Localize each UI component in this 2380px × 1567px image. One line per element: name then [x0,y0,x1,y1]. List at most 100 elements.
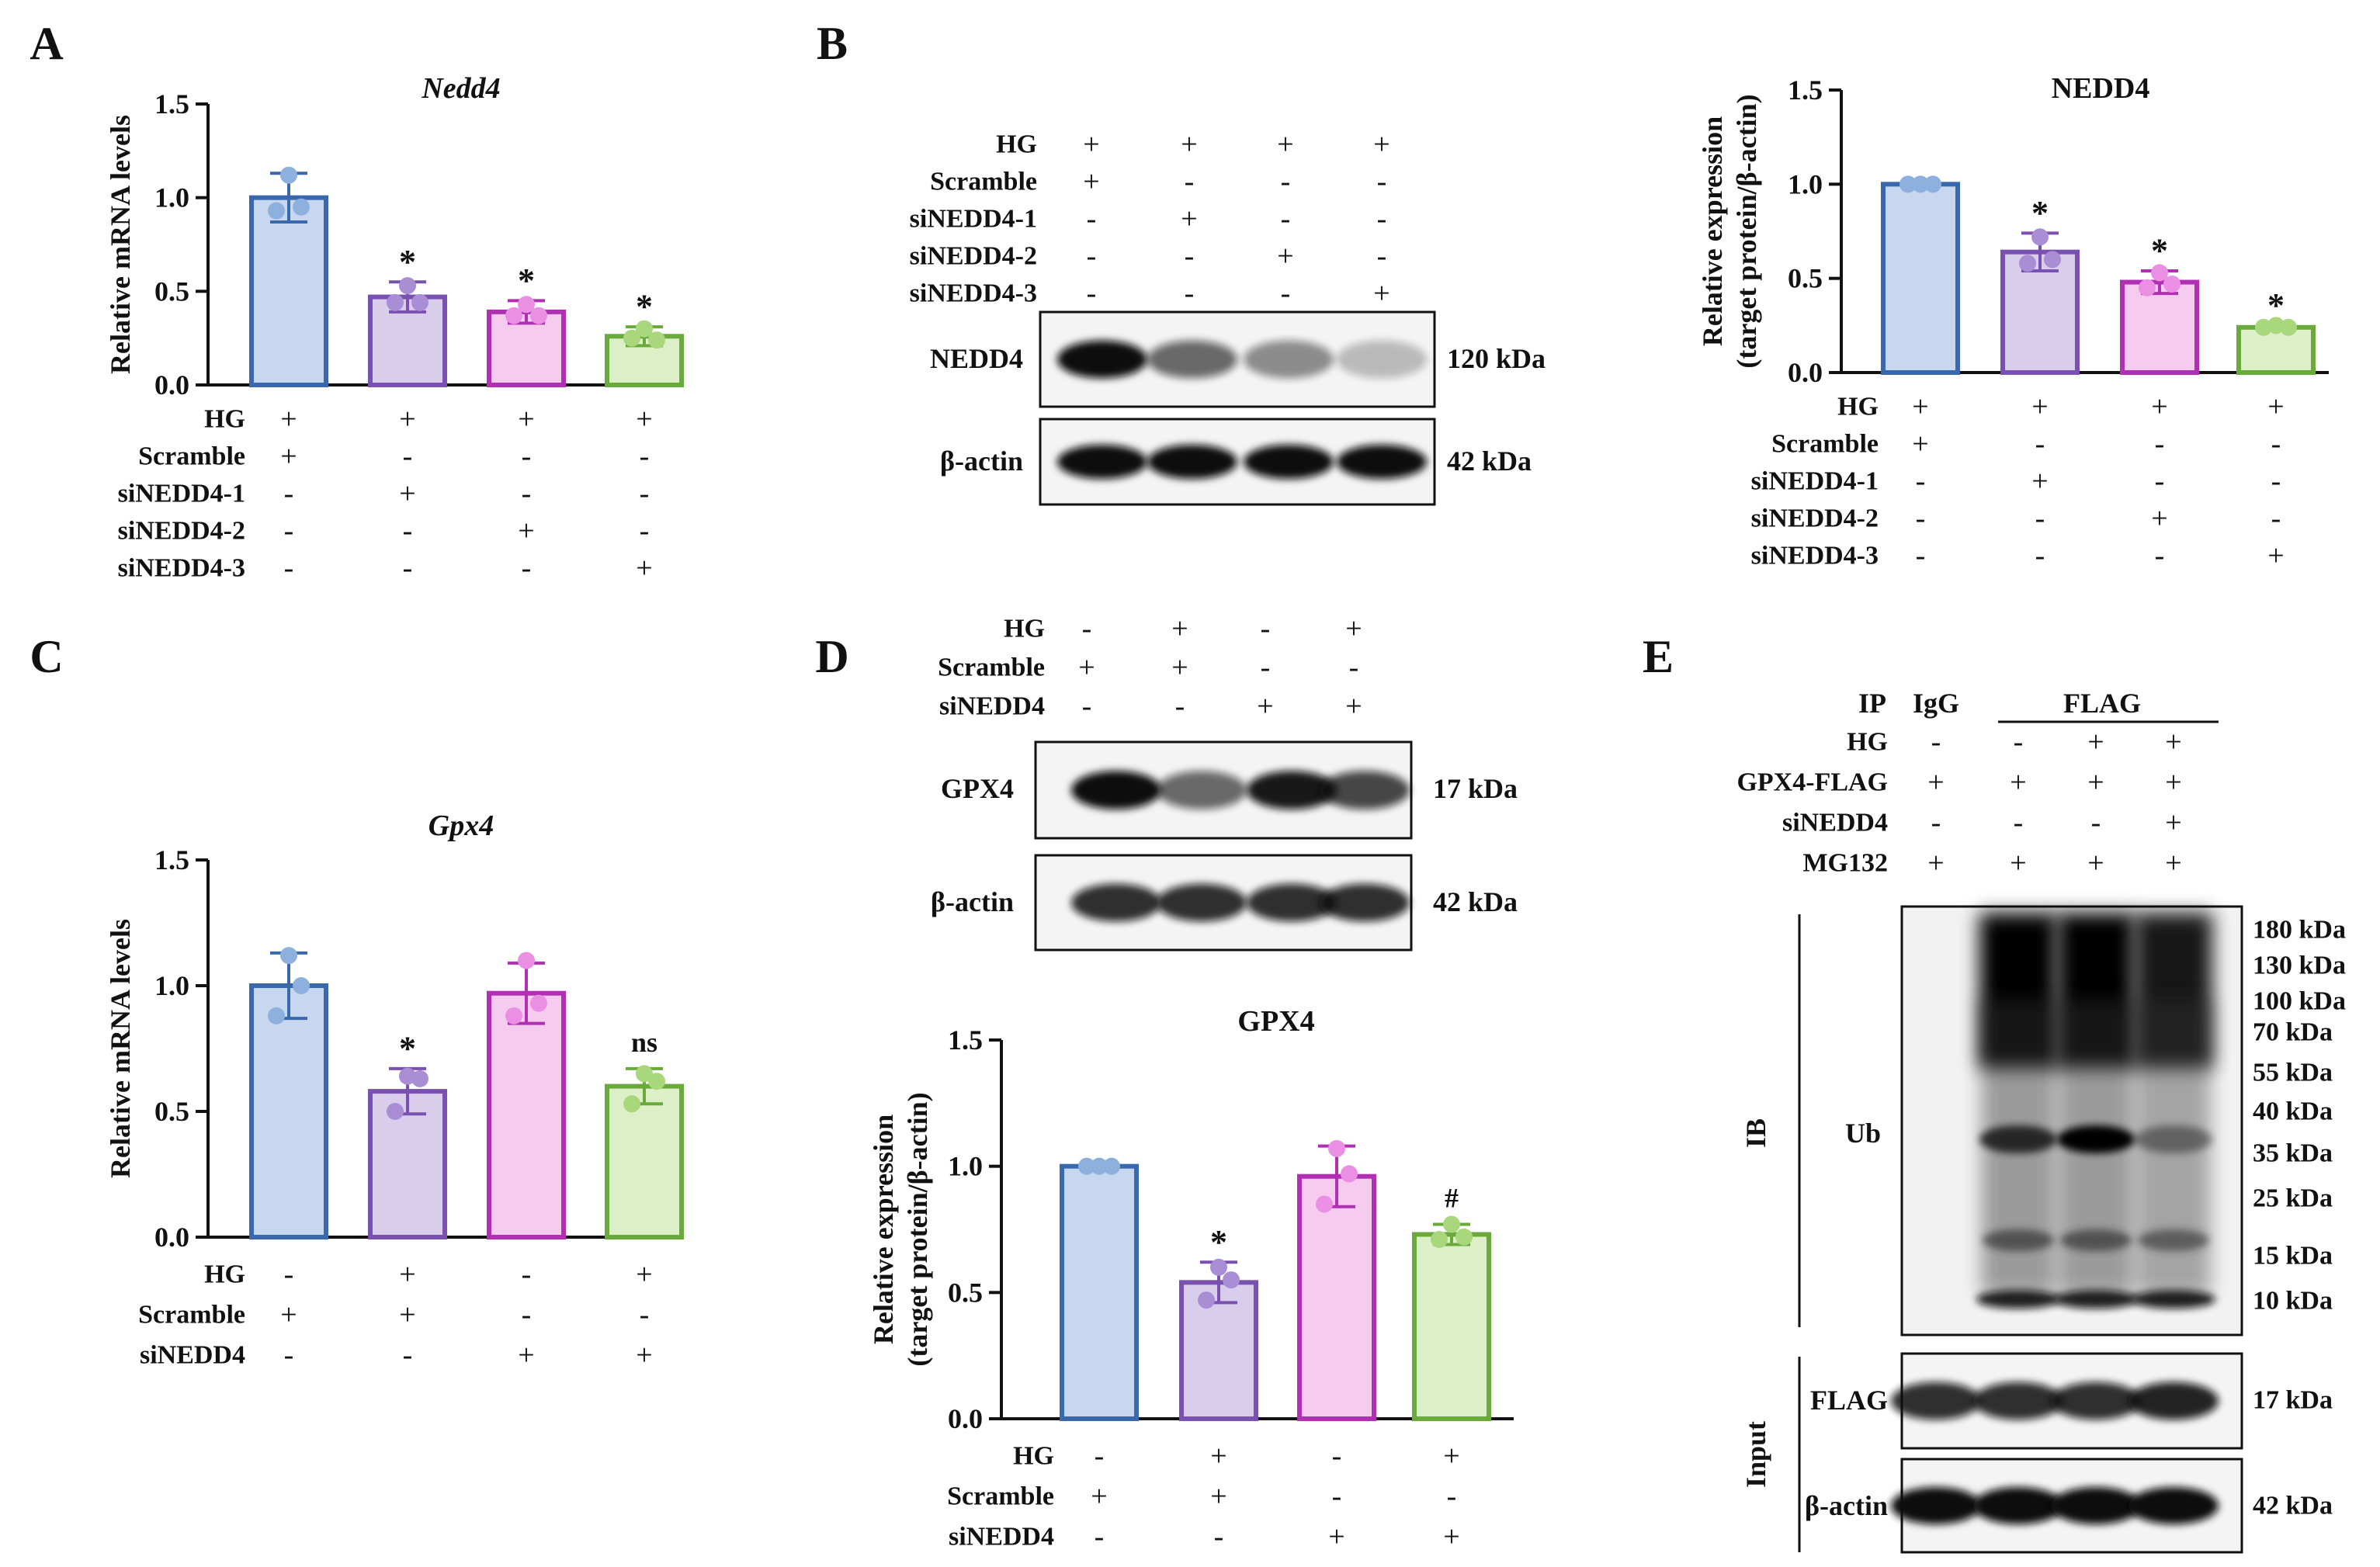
condition-sign: + [1210,1480,1226,1513]
bar [249,195,328,387]
y-tick-label: 1.5 [154,88,189,120]
condition-sign: + [399,403,415,435]
condition-sign: + [1443,1520,1459,1553]
condition-label-d_chart: siNEDD4 [949,1523,1054,1551]
significance-label: * [399,1029,416,1067]
condition-sign: - [403,440,413,473]
data-point [1210,1258,1227,1276]
condition-sign: + [1257,690,1273,723]
data-point [648,331,665,349]
significance-label: * [399,243,416,281]
ub-band-15 [1983,1229,2054,1251]
condition-sign: - [1185,240,1195,272]
condition-sign: + [280,440,297,473]
condition-sign: - [1377,165,1387,198]
condition-sign: - [1281,165,1291,198]
condition-label-b_chart: siNEDD4-1 [1751,467,1879,496]
data-point [2044,251,2061,269]
ub-band-35 [2135,1125,2212,1153]
data-point [2255,318,2272,336]
condition-sign: - [1916,539,1926,572]
data-point [648,1073,665,1090]
blot-band [1244,445,1334,479]
y-axis-label: Relative mRNA levels [105,919,136,1178]
condition-sign: + [1277,128,1293,161]
condition-label-e: siNEDD4 [1782,809,1888,837]
condition-label-a: siNEDD4-3 [118,554,245,583]
condition-label-e: HG [1847,728,1888,757]
condition-label-a: HG [204,405,245,434]
condition-sign: + [2087,726,2104,758]
igg-label: IgG [1913,688,1959,719]
condition-sign: + [1443,1440,1459,1472]
y-tick-label: 0.5 [154,276,189,307]
condition-sign: + [1912,390,1928,423]
condition-sign: - [1447,1480,1457,1513]
kda-marker: 130 kDa [2253,952,2346,980]
chart-title: GPX4 [1237,1005,1314,1038]
condition-label-a: siNEDD4-1 [118,480,245,508]
blot-gpx4 [1034,740,1413,840]
condition-sign: + [2267,539,2284,572]
panel-label-e: E [1643,631,1674,682]
condition-sign: + [2031,465,2048,497]
bar [487,990,566,1239]
condition-label-b_blot: siNEDD4-1 [910,205,1037,234]
blot-ub [1900,905,2243,1336]
condition-sign: - [1931,726,1941,758]
blot-bactin [1039,418,1436,506]
data-point [387,293,404,311]
condition-sign: + [2031,390,2048,423]
blot-band [1320,771,1410,810]
blot-label: GPX4 [941,773,1014,804]
data-point [1091,1157,1108,1175]
bar-chart-d: 0.0 0.5 1.0 1.5 GPX4 Relative expression (targ… [868,1005,1514,1434]
condition-sign: - [2155,428,2165,460]
condition-sign: - [2035,502,2045,535]
blot-band [1891,1487,1981,1524]
kda-marker: 15 kDa [2253,1242,2333,1271]
condition-label-b_blot: HG [996,130,1037,159]
data-point [387,1103,404,1120]
blot-band [1057,340,1147,379]
data-point [2151,264,2168,282]
data-point [280,166,297,184]
y-tick-label: 1.0 [154,970,189,1001]
blot-band [1071,771,1161,810]
condition-sign: + [2010,766,2026,799]
y-tick-label: 1.0 [1788,168,1823,199]
panel-label-d: D [815,631,848,682]
bar [1412,1232,1491,1422]
condition-sign: - [1185,277,1195,310]
blot-kda: 42 kDa [1433,886,1518,917]
ub-band-10 [2132,1290,2215,1309]
data-point [1899,175,1917,193]
y-tick-label: 1.5 [1788,75,1823,106]
data-point [530,994,547,1012]
condition-sign: - [1377,240,1387,272]
condition-label-b_chart: siNEDD4-3 [1751,542,1879,570]
blot-band [1147,340,1237,379]
data-point [2280,318,2297,336]
data-point [268,1007,285,1024]
y-tick-label: 0.0 [154,369,189,400]
condition-sign: + [518,1339,534,1371]
blot-band [1071,883,1161,922]
condition-sign: + [1328,1520,1344,1553]
bar-chart-b: 0.0 0.5 1.0 1.5 NEDD4 Relative expression (tar… [1697,72,2329,388]
blot-band [1337,445,1427,479]
data-point [293,198,310,216]
condition-label-b_blot: siNEDD4-2 [910,242,1037,271]
blot-input-bactin [1891,1458,2243,1554]
bar [605,1083,684,1239]
ub-band-35 [1979,1125,2057,1153]
condition-sign: + [636,552,652,584]
blot-band [2051,1382,2141,1420]
ub-band-10 [2054,1290,2138,1309]
condition-sign: - [2035,428,2045,460]
condition-sign: + [2165,766,2181,799]
condition-label-c: HG [204,1260,245,1289]
ub-band-10 [1976,1290,2060,1309]
data-point [530,307,547,324]
condition-sign: + [636,1339,652,1371]
